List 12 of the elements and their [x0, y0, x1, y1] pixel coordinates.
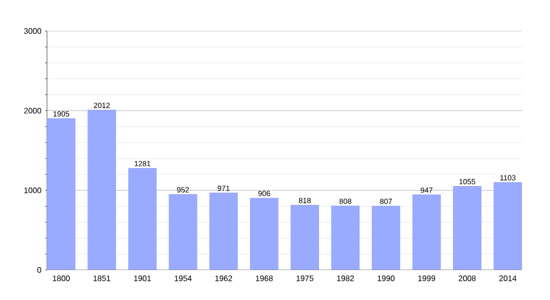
bar	[168, 194, 198, 270]
bar	[494, 182, 522, 270]
bar	[128, 168, 157, 270]
bar	[290, 204, 320, 270]
bar	[209, 192, 238, 270]
bar	[88, 110, 116, 270]
bar	[412, 194, 441, 270]
bar	[250, 198, 278, 270]
bar	[331, 206, 360, 270]
bar	[452, 186, 482, 270]
bar	[47, 118, 76, 270]
bar	[372, 206, 400, 270]
